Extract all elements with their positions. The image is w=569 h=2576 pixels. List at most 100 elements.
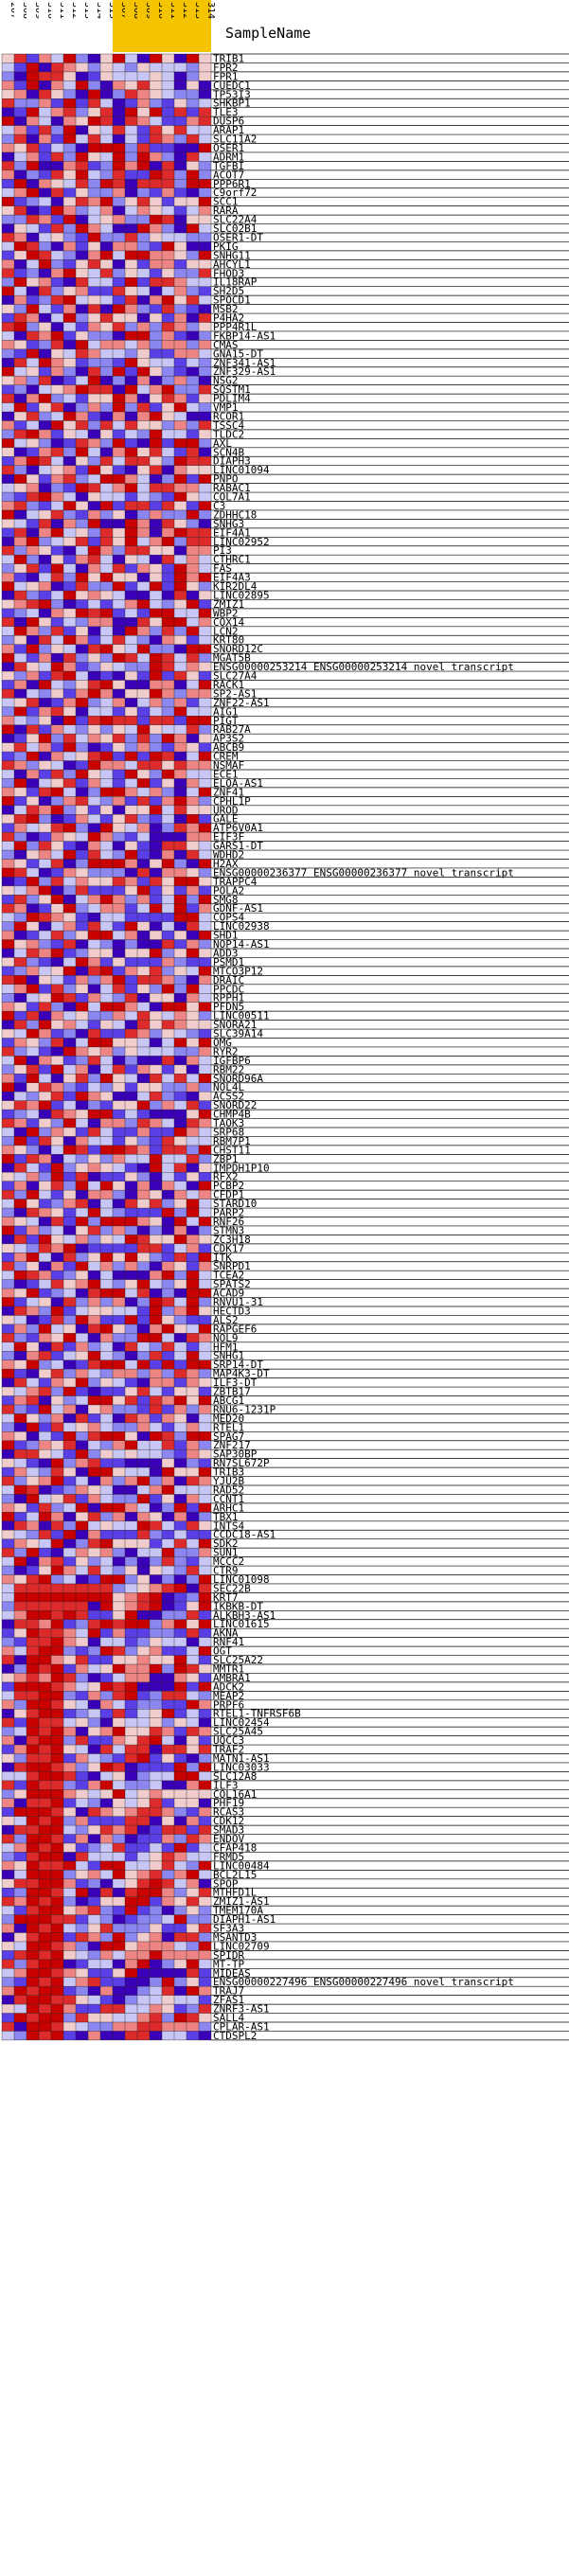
heatmap-cell [174,537,187,546]
heatmap-cell [76,1502,88,1513]
heatmap-cell [137,563,150,574]
column-label: 312 [70,2,80,19]
heatmap-cell [88,1074,100,1083]
heatmap-cell [76,1136,88,1146]
heatmap-cell [162,1306,174,1316]
heatmap-cell [113,760,125,771]
heatmap-cell [100,1628,113,1638]
heatmap-cell [2,1673,14,1682]
heatmap-cell [137,1243,150,1253]
heatmap-cell [187,143,199,152]
heatmap-cell [187,1592,199,1602]
heatmap-cell [187,340,199,349]
heatmap-cell [174,698,187,707]
heatmap-cell [174,1762,187,1772]
heatmap-cell [76,1520,88,1531]
heatmap-cell [113,1986,125,1996]
heatmap-cell [125,2031,137,2040]
heatmap-cell [162,187,174,198]
heatmap-cell [39,509,51,520]
heatmap-cell [125,1128,137,1137]
heatmap-cell [27,1664,39,1674]
heatmap-cell [27,1449,39,1459]
heatmap-cell [27,1789,39,1799]
heatmap-cell [39,984,51,994]
heatmap-cell [27,1074,39,1083]
heatmap-cell [113,841,125,851]
heatmap-cell [137,975,150,985]
heatmap-cell [137,1324,150,1334]
heatmap-cell [2,1878,14,1889]
heatmap-cell [88,1046,100,1057]
heatmap-cell [63,832,76,842]
heatmap-cell [2,984,14,994]
heatmap-cell [199,921,211,932]
heatmap-cell [14,778,27,788]
heatmap-cell [39,1494,51,1503]
heatmap-cell [113,348,125,359]
heatmap-cell [63,1610,76,1620]
heatmap-cell [27,644,39,654]
heatmap-cell [76,1789,88,1799]
row-label: CHMP4B [213,1109,251,1121]
heatmap-cell [137,384,150,395]
heatmap-cell [14,1288,27,1298]
heatmap-cell [174,143,187,152]
heatmap-cell [39,1914,51,1925]
heatmap-cell [174,1458,187,1468]
heatmap-cell [14,348,27,359]
heatmap-cell [88,151,100,162]
heatmap-cell [63,859,76,868]
heatmap-cell [125,1324,137,1334]
heatmap-cell [2,384,14,395]
heatmap-cell [187,1208,199,1217]
heatmap-cell [150,1699,162,1710]
heatmap-cell [51,1341,63,1352]
heatmap-cell [162,1476,174,1486]
heatmap-cell [174,1046,187,1057]
heatmap-cell [2,939,14,950]
row-label: FAS [213,562,232,575]
heatmap-cell [162,1225,174,1235]
heatmap-cell [150,1413,162,1423]
heatmap-cell [14,1199,27,1209]
heatmap-cell [100,1002,113,1012]
heatmap-cell [137,151,150,162]
heatmap-cell [137,635,150,645]
heatmap-cell [2,545,14,556]
heatmap-cell [100,1029,113,1039]
heatmap-cell [137,71,150,81]
heatmap-cell [100,1798,113,1808]
heatmap-cell [150,1780,162,1790]
row-label: ZNF329-AS1 [213,365,276,378]
heatmap-cell [137,1995,150,2005]
heatmap-cell [187,80,199,90]
heatmap-cell [187,98,199,108]
heatmap-cell [174,179,187,188]
heatmap-cell [88,742,100,753]
heatmap-cell [76,1566,88,1575]
heatmap-cell [14,62,27,72]
heatmap-cell [187,1924,199,1933]
heatmap-cell [39,376,51,385]
heatmap-cell [76,1655,88,1665]
heatmap-cell [100,617,113,627]
heatmap-cell [63,1986,76,1996]
heatmap-cell [125,778,137,788]
heatmap-cell [187,1709,199,1718]
heatmap-cell [63,1467,76,1477]
heatmap-cell [162,1870,174,1879]
heatmap-cell [2,1270,14,1280]
heatmap-cell [39,1834,51,1844]
heatmap-cell [174,384,187,395]
heatmap-cell [199,1288,211,1298]
heatmap-cell [27,89,39,99]
heatmap-cell [14,599,27,609]
heatmap-cell [14,322,27,331]
heatmap-cell [150,1986,162,1996]
heatmap-cell [125,348,137,359]
heatmap-cell [174,1056,187,1065]
row-label: FPR2 [213,62,239,74]
heatmap-cell [63,205,76,216]
heatmap-cell [76,233,88,242]
